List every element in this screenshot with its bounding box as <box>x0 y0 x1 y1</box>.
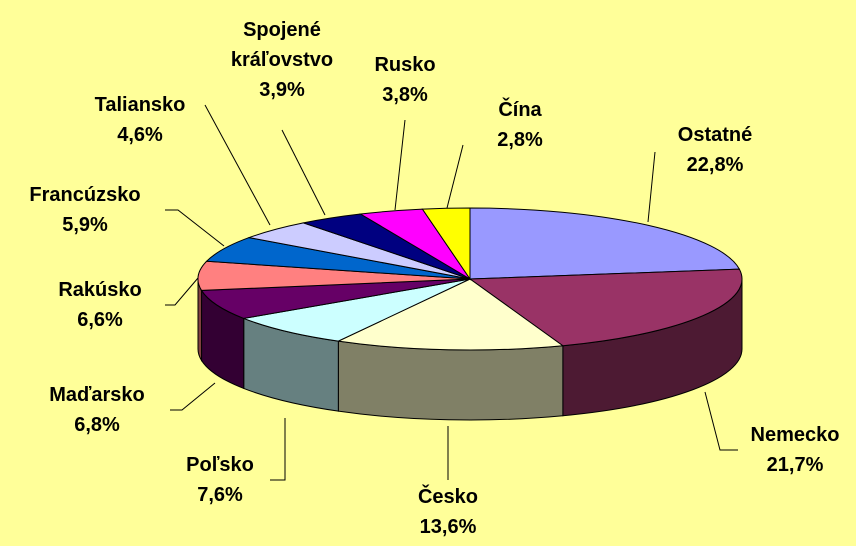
slice-label: Spojené kráľovstvo 3,9% <box>212 15 352 105</box>
value-label: 3,8% <box>382 84 428 106</box>
slice-label: Rakúsko 6,6% <box>58 275 141 335</box>
value-label: 4,6% <box>117 124 163 146</box>
leader-line <box>165 277 199 306</box>
slice <box>336 278 565 351</box>
slice-label: Maďarsko 6,8% <box>49 380 145 440</box>
category-label: Rakúsko <box>58 279 142 301</box>
slice-label: Nemecko 21,7% <box>751 420 840 480</box>
leader-line <box>270 418 286 481</box>
slice <box>200 278 471 319</box>
leader-line <box>170 382 216 411</box>
value-label: 13,6% <box>419 516 477 538</box>
slice-side <box>197 278 203 363</box>
slice-label: Rusko 3,8% <box>374 50 435 110</box>
leader-line <box>394 119 406 211</box>
category-label: Taliansko <box>94 94 186 116</box>
category-label: Poľsko <box>186 454 254 476</box>
slice-label: Česko 13,6% <box>418 482 478 542</box>
value-label: 21,7% <box>766 454 824 476</box>
value-label: 7,6% <box>197 484 243 506</box>
leader-line <box>281 129 326 216</box>
leader-line <box>446 144 464 209</box>
slice-label: Francúzsko 5,9% <box>29 180 140 240</box>
value-label: 6,6% <box>77 309 123 331</box>
category-label: Maďarsko <box>49 384 145 406</box>
category-label: Spojené kráľovstvo <box>230 19 334 71</box>
value-label: 5,9% <box>62 214 108 236</box>
slice-label: Čína 2,8% <box>497 95 543 155</box>
value-label: 22,8% <box>686 154 744 176</box>
value-label: 2,8% <box>497 129 543 151</box>
slice <box>241 278 471 342</box>
category-label: Rusko <box>374 54 436 76</box>
slice <box>197 260 471 291</box>
leader-line <box>647 151 656 223</box>
slice <box>469 207 741 280</box>
leader-line <box>704 391 738 451</box>
value-label: 3,9% <box>259 79 305 101</box>
slice-side <box>337 340 564 421</box>
category-label: Ostatné <box>677 124 753 146</box>
category-label: Nemecko <box>750 424 840 446</box>
slice <box>468 268 743 347</box>
category-label: Česko <box>417 486 479 508</box>
value-label: 6,8% <box>74 414 120 436</box>
leader-line <box>165 209 225 247</box>
category-label: Francúzsko <box>29 184 141 206</box>
slice-label: Poľsko 7,6% <box>186 450 254 510</box>
slice-label: Ostatné 22,8% <box>678 120 752 180</box>
slice-label: Taliansko 4,6% <box>95 90 186 150</box>
leader-line <box>204 104 271 226</box>
slice <box>421 207 471 281</box>
category-label: Čína <box>498 99 542 121</box>
